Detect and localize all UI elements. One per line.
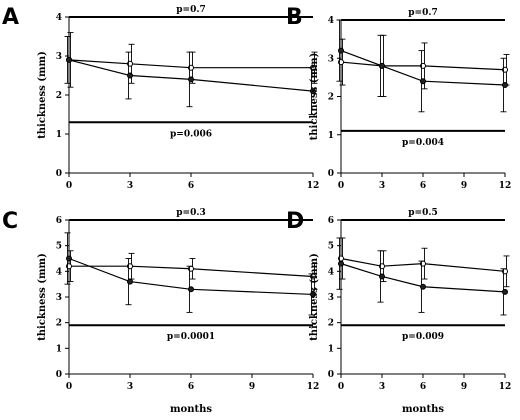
x-tick-label: 0 xyxy=(338,181,344,191)
x-tick-label: 3 xyxy=(127,181,133,191)
top-p-label: p=0.7 xyxy=(176,5,206,15)
y-tick-label: 2 xyxy=(328,319,334,329)
x-tick-label: 12 xyxy=(499,382,512,392)
data-point xyxy=(338,260,344,267)
y-tick-label: 3 xyxy=(56,293,62,303)
x-axis-title: months xyxy=(170,404,212,415)
bottom-p-label: p=0.009 xyxy=(402,332,444,342)
series-line xyxy=(340,61,506,71)
panel-letter: C xyxy=(2,209,18,234)
series-line xyxy=(340,263,506,293)
series-line xyxy=(68,59,313,69)
bottom-p-label: p=0.0001 xyxy=(167,332,215,342)
x-tick-label: 3 xyxy=(379,382,385,392)
data-point xyxy=(66,255,72,262)
series-line xyxy=(69,265,314,278)
data-point xyxy=(420,78,426,85)
y-axis-title: thickness (mm) xyxy=(37,51,48,139)
series-filled xyxy=(64,36,316,115)
y-axis-title: thickness (mm) xyxy=(309,253,320,341)
x-axis-title: months xyxy=(402,404,444,415)
y-tick-label: 4 xyxy=(56,267,62,277)
series-filled xyxy=(336,19,508,113)
x-tick-label: 12 xyxy=(307,382,320,392)
series-line xyxy=(340,50,506,86)
series-filled xyxy=(64,232,316,316)
y-tick-label: 6 xyxy=(56,216,62,226)
x-tick-label: 3 xyxy=(127,382,133,392)
y-tick-label: 4 xyxy=(56,13,62,23)
panel-letter: B xyxy=(286,5,303,30)
y-tick-label: 1 xyxy=(328,344,334,354)
data-point xyxy=(127,278,133,285)
data-point xyxy=(127,72,133,79)
x-tick-label: 0 xyxy=(66,181,72,191)
x-tick-label: 6 xyxy=(188,382,194,392)
y-tick-label: 3 xyxy=(328,293,334,303)
y-tick-label: 2 xyxy=(56,319,62,329)
y-tick-label: 6 xyxy=(328,216,334,226)
y-axis-title: thickness (mm) xyxy=(37,253,48,341)
panel-letter: A xyxy=(2,5,19,30)
x-tick-label: 6 xyxy=(420,382,426,392)
data-point xyxy=(379,62,385,69)
series-line xyxy=(340,257,506,272)
series-open xyxy=(338,237,510,288)
y-tick-label: 0 xyxy=(328,169,334,179)
y-tick-label: 3 xyxy=(56,52,62,62)
series-line xyxy=(68,59,314,92)
series-open xyxy=(338,34,510,97)
data-point xyxy=(310,88,316,95)
series-open xyxy=(66,250,318,290)
x-tick-label: 9 xyxy=(461,181,467,191)
x-tick-label: 6 xyxy=(420,181,426,191)
data-point xyxy=(502,82,508,89)
x-tick-label: 9 xyxy=(461,382,467,392)
y-tick-label: 4 xyxy=(328,267,334,277)
series-filled xyxy=(336,237,508,316)
top-p-label: p=0.7 xyxy=(408,8,438,18)
data-point xyxy=(379,273,385,280)
y-tick-label: 1 xyxy=(56,344,62,354)
bottom-p-label: p=0.006 xyxy=(170,129,212,139)
x-tick-label: 0 xyxy=(66,382,72,392)
y-tick-label: 2 xyxy=(328,93,334,103)
y-tick-label: 0 xyxy=(56,370,62,380)
y-tick-label: 1 xyxy=(328,131,334,141)
y-tick-label: 0 xyxy=(56,169,62,179)
x-tick-label: 12 xyxy=(499,181,512,191)
y-tick-label: 2 xyxy=(56,91,62,101)
data-point xyxy=(502,288,508,295)
y-tick-label: 0 xyxy=(328,370,334,380)
x-tick-label: 3 xyxy=(379,181,385,191)
x-tick-label: 0 xyxy=(338,382,344,392)
y-axis-title: thickness (mm) xyxy=(309,53,320,141)
x-tick-label: 12 xyxy=(307,181,320,191)
series-line xyxy=(68,257,314,296)
data-point xyxy=(188,286,194,293)
top-p-label: p=0.5 xyxy=(408,208,438,218)
top-p-label: p=0.3 xyxy=(176,208,206,218)
y-tick-label: 5 xyxy=(328,242,334,252)
x-tick-label: 6 xyxy=(188,181,194,191)
panel-letter: D xyxy=(286,209,304,234)
y-tick-label: 4 xyxy=(328,16,334,26)
y-tick-label: 3 xyxy=(328,54,334,64)
data-point xyxy=(188,76,194,83)
data-point xyxy=(310,291,316,298)
y-tick-label: 5 xyxy=(56,242,62,252)
y-tick-label: 1 xyxy=(56,130,62,140)
x-tick-label: 9 xyxy=(249,382,255,392)
data-point xyxy=(66,56,72,63)
data-point xyxy=(338,47,344,54)
data-point xyxy=(420,283,426,290)
bottom-p-label: p=0.004 xyxy=(402,138,444,148)
